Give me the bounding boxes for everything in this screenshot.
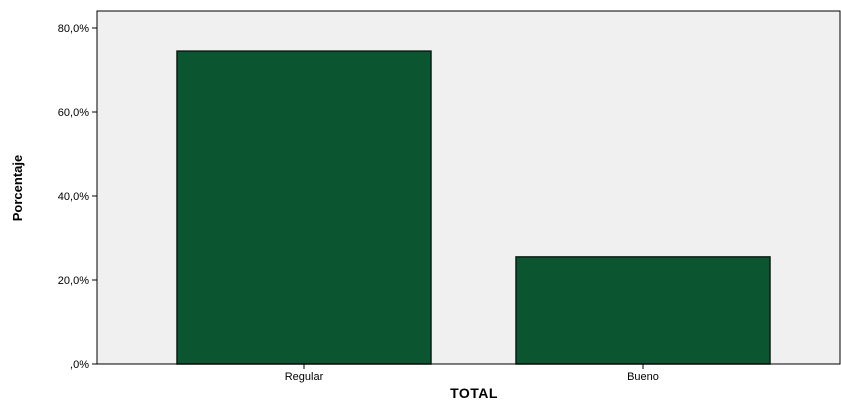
bar-bueno: [515, 256, 771, 365]
x-tick-label-bueno: Bueno: [627, 371, 659, 383]
x-axis: Regular Bueno: [97, 363, 840, 383]
y-axis-title: Porcentaje: [10, 155, 25, 221]
bar-regular: [176, 50, 432, 365]
x-tick-label-regular: Regular: [285, 371, 324, 383]
y-tick-label: 40,0%: [58, 191, 89, 203]
x-axis-title: TOTAL: [450, 385, 498, 401]
y-tick-label: 60,0%: [58, 107, 89, 119]
y-tick-label: ,0%: [70, 359, 89, 371]
y-axis: ,0% 20,0% 40,0% 60,0% 80,0%: [58, 11, 98, 371]
y-tick-label: 20,0%: [58, 275, 89, 287]
y-tick-label: 80,0%: [58, 23, 89, 35]
bars-group: [176, 50, 771, 365]
